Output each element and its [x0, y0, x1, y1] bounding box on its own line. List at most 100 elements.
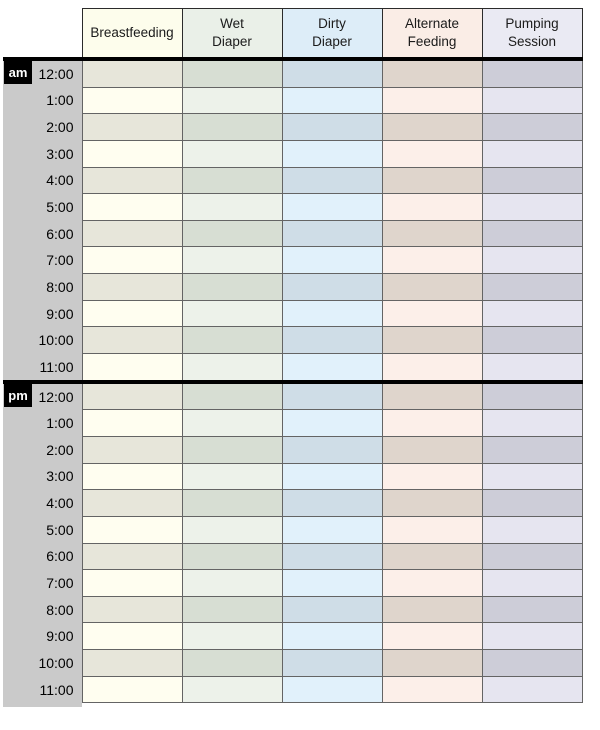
log-cell — [481, 379, 583, 411]
log-cell — [481, 139, 583, 168]
log-cell — [81, 675, 183, 704]
log-cell — [181, 649, 283, 677]
spacer-cell — [282, 703, 382, 708]
time-cell: 6:00 — [3, 543, 82, 570]
log-cell — [81, 515, 183, 544]
time-cell: 3:00 — [3, 140, 82, 168]
log-cell — [81, 409, 183, 437]
log-cell — [381, 489, 483, 517]
log-cell — [181, 622, 283, 651]
table-row: 5:00 — [3, 515, 583, 544]
time-cell: 1:00 — [3, 409, 82, 437]
log-cell — [181, 353, 283, 383]
table-row: 4:00 — [3, 166, 583, 195]
log-cell — [281, 353, 383, 383]
time-label: 3:00 — [46, 145, 74, 162]
time-cell: 10:00 — [3, 326, 82, 354]
log-cell — [381, 273, 483, 301]
gutter-tail — [3, 702, 82, 708]
time-cell: 5:00 — [3, 516, 82, 544]
log-cell — [381, 675, 483, 704]
time-label: 4:00 — [46, 172, 74, 189]
log-cell — [181, 139, 283, 168]
log-cell — [281, 139, 383, 168]
log-cell — [481, 435, 583, 464]
log-cell — [181, 542, 283, 571]
time-cell: 10:00 — [3, 649, 82, 677]
log-cell — [281, 462, 383, 491]
table-row: 5:00 — [3, 193, 583, 221]
log-cell — [281, 595, 383, 624]
log-cell — [281, 86, 383, 115]
log-cell — [381, 515, 483, 544]
table-row: 3:00 — [3, 462, 583, 491]
time-cell: 4:00 — [3, 167, 82, 194]
log-cell — [381, 595, 483, 624]
log-cell — [481, 326, 583, 355]
log-cell — [281, 542, 383, 571]
time-cell: 6:00 — [3, 220, 82, 247]
log-cell — [381, 56, 483, 88]
log-cell — [281, 113, 383, 141]
table-row: 1:00 — [3, 86, 583, 115]
log-cell — [81, 353, 183, 383]
log-cell — [281, 489, 383, 517]
time-label: 11:00 — [39, 681, 74, 698]
log-cell — [281, 166, 383, 195]
table-row: am 12:00 — [3, 56, 583, 88]
time-label: 8:00 — [46, 601, 74, 618]
log-cell — [481, 193, 583, 221]
time-label: 9:00 — [46, 628, 74, 645]
time-cell: 8:00 — [3, 273, 82, 301]
header-row: Breastfeeding Wet Diaper Dirty Diaper Al… — [3, 8, 583, 61]
log-cell — [381, 542, 483, 571]
log-cell — [481, 246, 583, 275]
log-cell — [281, 649, 383, 677]
column-header-breastfeeding: Breastfeeding — [81, 8, 183, 61]
log-cell — [281, 622, 383, 651]
log-cell — [181, 569, 283, 597]
log-cell — [481, 219, 583, 248]
log-cell — [181, 435, 283, 464]
log-cell — [181, 326, 283, 355]
spacer-cell — [182, 703, 282, 708]
log-cell — [81, 542, 183, 571]
log-cell — [381, 379, 483, 411]
log-cell — [281, 246, 383, 275]
table-row: 11:00 — [3, 353, 583, 383]
log-cell — [281, 193, 383, 221]
log-cell — [381, 353, 483, 383]
log-cell — [481, 489, 583, 517]
log-cell — [481, 515, 583, 544]
time-label: 5:00 — [46, 521, 74, 538]
log-cell — [81, 435, 183, 464]
log-cell — [281, 326, 383, 355]
log-cell — [181, 462, 283, 491]
table-row: 2:00 — [3, 113, 583, 141]
time-label: 12:00 — [38, 388, 74, 405]
log-cell — [81, 326, 183, 355]
time-label: 11:00 — [39, 358, 74, 375]
log-cell — [81, 139, 183, 168]
log-cell — [481, 675, 583, 704]
log-cell — [481, 273, 583, 301]
time-gutter-header — [3, 9, 82, 60]
log-cell — [181, 246, 283, 275]
log-cell — [381, 326, 483, 355]
time-cell: 11:00 — [3, 676, 82, 703]
time-cell: 7:00 — [3, 246, 82, 274]
time-cell: 9:00 — [3, 622, 82, 650]
table-row: 8:00 — [3, 273, 583, 301]
log-cell — [481, 409, 583, 437]
log-cell — [281, 379, 383, 411]
log-cell — [381, 193, 483, 221]
log-cell — [381, 409, 483, 437]
pm-badge: pm — [4, 383, 32, 407]
log-cell — [281, 569, 383, 597]
log-cell — [381, 569, 483, 597]
table-row: 10:00 — [3, 326, 583, 355]
column-header-pumping-session: Pumping Session — [481, 8, 583, 61]
time-label: 1:00 — [46, 415, 74, 432]
log-cell — [481, 542, 583, 571]
log-cell — [81, 166, 183, 195]
